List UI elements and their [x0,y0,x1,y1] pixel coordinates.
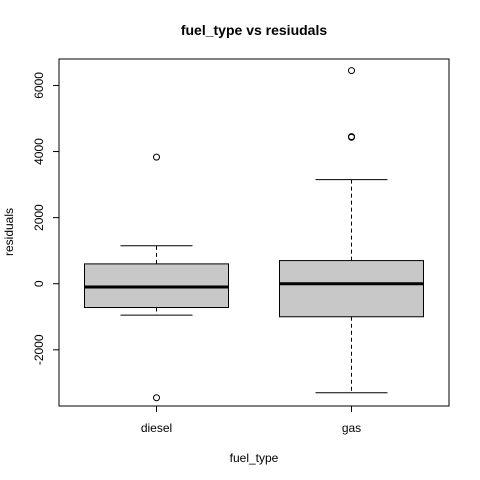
x-tick-label: diesel [141,421,172,435]
y-tick-label: 4000 [32,138,46,165]
y-axis-ticks: -2000 0 2000 4000 6000 [32,72,59,365]
outlier-point [348,133,355,141]
box-series [84,67,424,402]
outlier-point [153,394,160,402]
y-tick-label: 6000 [32,72,46,99]
outlier-point [153,153,160,161]
x-tick-label: gas [342,421,361,435]
box-gas [279,260,424,318]
x-axis-label: fuel_type [230,451,279,465]
chart-title: fuel_type vs resiudals [181,22,328,38]
outlier-point [348,67,355,75]
y-tick-label: 0 [32,280,46,287]
y-tick-label: 2000 [32,204,46,231]
plot-frame [58,58,450,407]
y-axis-label: residuals [2,208,16,256]
x-axis-ticks: diesel gas [141,406,361,435]
y-tick-label: -2000 [32,334,46,365]
